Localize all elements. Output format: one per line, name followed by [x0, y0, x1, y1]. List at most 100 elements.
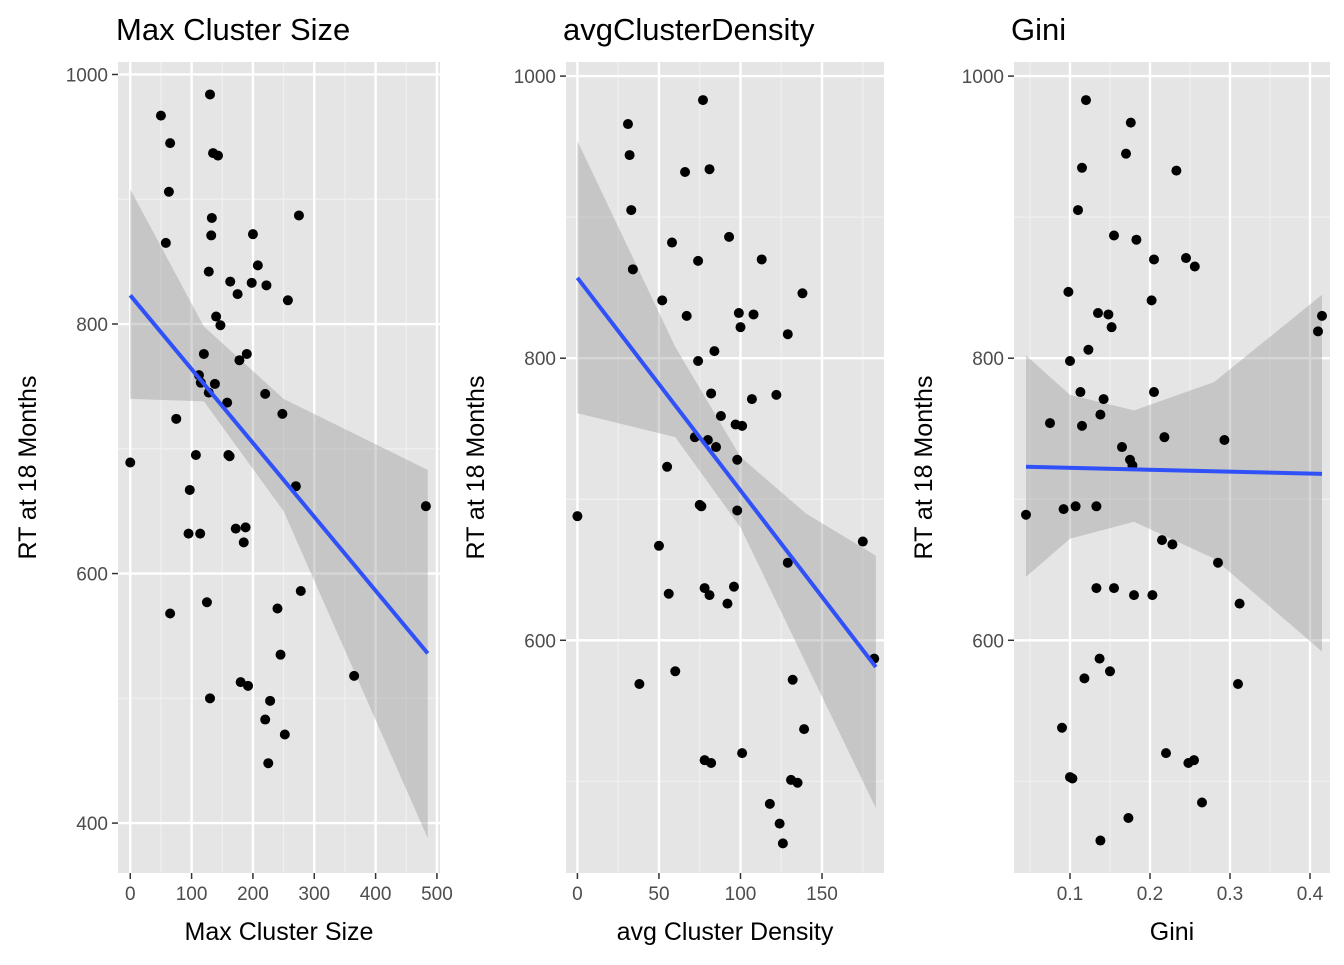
data-point — [667, 237, 677, 248]
data-point — [1057, 722, 1067, 733]
panel-title: Max Cluster Size — [116, 12, 350, 47]
data-point — [195, 528, 206, 539]
data-point — [1233, 679, 1243, 690]
data-point — [211, 311, 222, 322]
y-tick-label: 1000 — [514, 67, 556, 88]
data-point — [1181, 253, 1191, 264]
data-point — [203, 266, 214, 277]
data-point — [1091, 501, 1102, 512]
y-tick-label: 600 — [524, 631, 556, 652]
data-point — [711, 442, 722, 453]
data-point — [238, 537, 249, 548]
y-tick-label: 600 — [76, 565, 108, 586]
x-axis-label: Gini — [1150, 918, 1194, 946]
x-tick-label: 100 — [176, 884, 208, 905]
data-point — [232, 289, 243, 300]
data-point — [1219, 434, 1230, 445]
data-point — [704, 164, 715, 175]
data-point — [349, 670, 360, 681]
y-tick-label: 600 — [972, 631, 1004, 652]
data-point — [627, 264, 638, 275]
data-point — [1234, 598, 1245, 609]
x-tick-label: 0.3 — [1217, 884, 1243, 905]
data-point — [1067, 773, 1078, 784]
y-tick-label: 800 — [76, 315, 108, 336]
regression-line — [128, 294, 430, 655]
data-point — [241, 348, 252, 359]
data-point — [746, 394, 757, 405]
data-point — [224, 451, 235, 462]
data-point — [1167, 539, 1178, 550]
data-point — [279, 729, 290, 740]
data-point — [857, 536, 868, 547]
data-point — [206, 230, 217, 241]
data-point — [697, 95, 708, 106]
data-point — [420, 501, 431, 512]
x-tick-label: 0.1 — [1057, 884, 1083, 905]
data-point — [1063, 286, 1074, 297]
y-axis-label: RT at 18 Months — [462, 376, 490, 560]
data-point — [230, 523, 241, 534]
data-point — [275, 649, 286, 660]
data-point — [1313, 326, 1323, 337]
data-point — [201, 597, 212, 608]
data-point — [1079, 673, 1090, 684]
data-point — [1058, 504, 1069, 515]
data-point — [1098, 394, 1109, 405]
data-point — [252, 260, 263, 271]
data-point — [1171, 165, 1182, 176]
data-point — [243, 680, 254, 691]
data-point — [1189, 261, 1200, 272]
data-point — [1021, 509, 1031, 520]
y-tick-label: 400 — [76, 814, 108, 835]
panel-3: 0.1 0.2 0.3 0.4 600 800 1000 Gini Gini RT at 18 M… — [910, 12, 1330, 946]
data-point — [737, 420, 748, 431]
data-point — [225, 276, 236, 287]
data-point — [1065, 356, 1075, 367]
x-tick-label: 100 — [725, 884, 757, 905]
data-point — [1317, 310, 1327, 321]
data-point — [265, 695, 276, 706]
data-point — [160, 237, 171, 248]
data-point — [240, 522, 251, 533]
data-point — [1077, 162, 1087, 173]
data-point — [733, 308, 744, 319]
data-point — [748, 309, 759, 320]
y-axis-label: RT at 18 Months — [14, 376, 42, 560]
data-point — [764, 798, 775, 809]
data-point — [206, 212, 217, 223]
data-point — [293, 210, 304, 221]
x-tick-label: 50 — [648, 884, 669, 905]
data-point — [1109, 230, 1119, 241]
y-axis-label: RT at 18 Months — [910, 376, 938, 560]
data-point — [670, 666, 681, 677]
data-point — [163, 186, 174, 197]
data-point — [1117, 442, 1127, 453]
y-tick-label: 1000 — [66, 65, 108, 86]
data-point — [1197, 797, 1207, 808]
data-point — [777, 838, 788, 849]
data-point — [260, 714, 271, 725]
x-tick-label: 0.4 — [1297, 884, 1324, 905]
data-point — [657, 295, 668, 306]
data-point — [696, 501, 707, 512]
data-point — [771, 389, 782, 400]
x-axis-label: avg Cluster Density — [617, 918, 834, 946]
data-point — [205, 693, 215, 704]
y-tick-label: 1000 — [962, 67, 1004, 88]
data-point — [1159, 432, 1170, 443]
data-point — [728, 581, 739, 592]
data-point — [1095, 835, 1106, 846]
data-point — [277, 408, 288, 419]
data-point — [1105, 666, 1115, 677]
data-point — [165, 608, 176, 619]
data-point — [1083, 344, 1094, 355]
data-point — [1070, 501, 1081, 512]
data-point — [260, 388, 271, 399]
data-point — [1094, 653, 1105, 664]
panel-1: 0 100 200 300 400 500 400 600 800 1000 Max Cluster… — [14, 12, 453, 946]
panel-title: avgClusterDensity — [563, 12, 815, 47]
x-axis-label: Max Cluster Size — [185, 918, 374, 946]
panel-2: 0 50 100 150 600 800 1000 avgClusterDensity avg … — [462, 12, 884, 946]
